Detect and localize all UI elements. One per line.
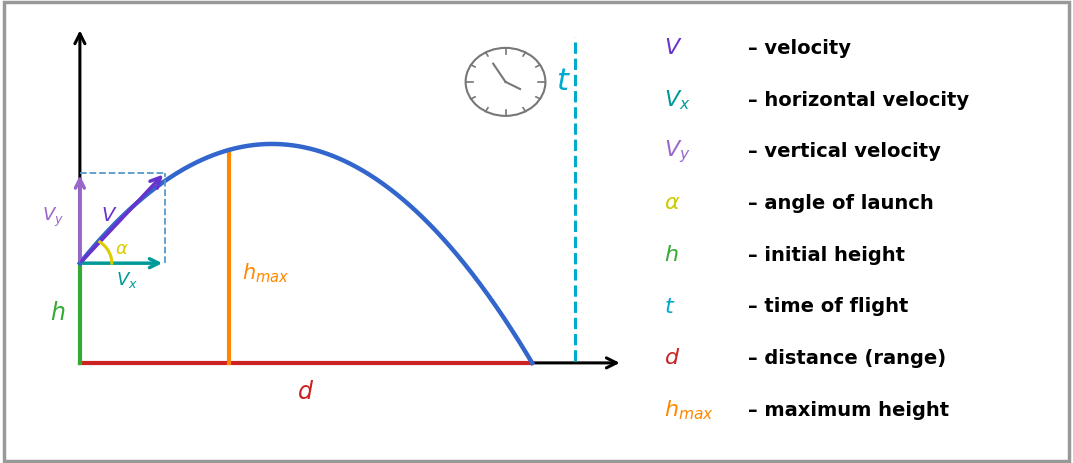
Text: $\alpha$: $\alpha$ [664, 192, 680, 214]
Text: $d$: $d$ [297, 381, 314, 404]
Text: $\alpha$: $\alpha$ [115, 240, 129, 258]
Text: $h_{max}$: $h_{max}$ [664, 398, 714, 422]
Text: – time of flight: – time of flight [749, 297, 909, 316]
Text: $V_y$: $V_y$ [42, 206, 64, 230]
Text: $V$: $V$ [664, 38, 682, 59]
Text: $V_y$: $V_y$ [664, 138, 691, 165]
Text: – initial height: – initial height [749, 245, 906, 264]
Text: $d$: $d$ [664, 347, 680, 369]
Text: – distance (range): – distance (range) [749, 349, 946, 368]
Text: $V_x$: $V_x$ [116, 270, 137, 290]
Text: $h_{max}$: $h_{max}$ [242, 262, 290, 285]
Text: – maximum height: – maximum height [749, 400, 950, 419]
Text: $V$: $V$ [102, 207, 118, 225]
Text: $h$: $h$ [664, 244, 678, 266]
Text: $t$: $t$ [664, 296, 675, 318]
Text: $t$: $t$ [556, 66, 571, 97]
Text: – velocity: – velocity [749, 39, 851, 58]
Text: $h$: $h$ [49, 301, 65, 325]
Text: – vertical velocity: – vertical velocity [749, 142, 941, 161]
Text: – angle of launch: – angle of launch [749, 194, 935, 213]
Text: – horizontal velocity: – horizontal velocity [749, 90, 970, 110]
Text: $V_x$: $V_x$ [664, 88, 690, 112]
